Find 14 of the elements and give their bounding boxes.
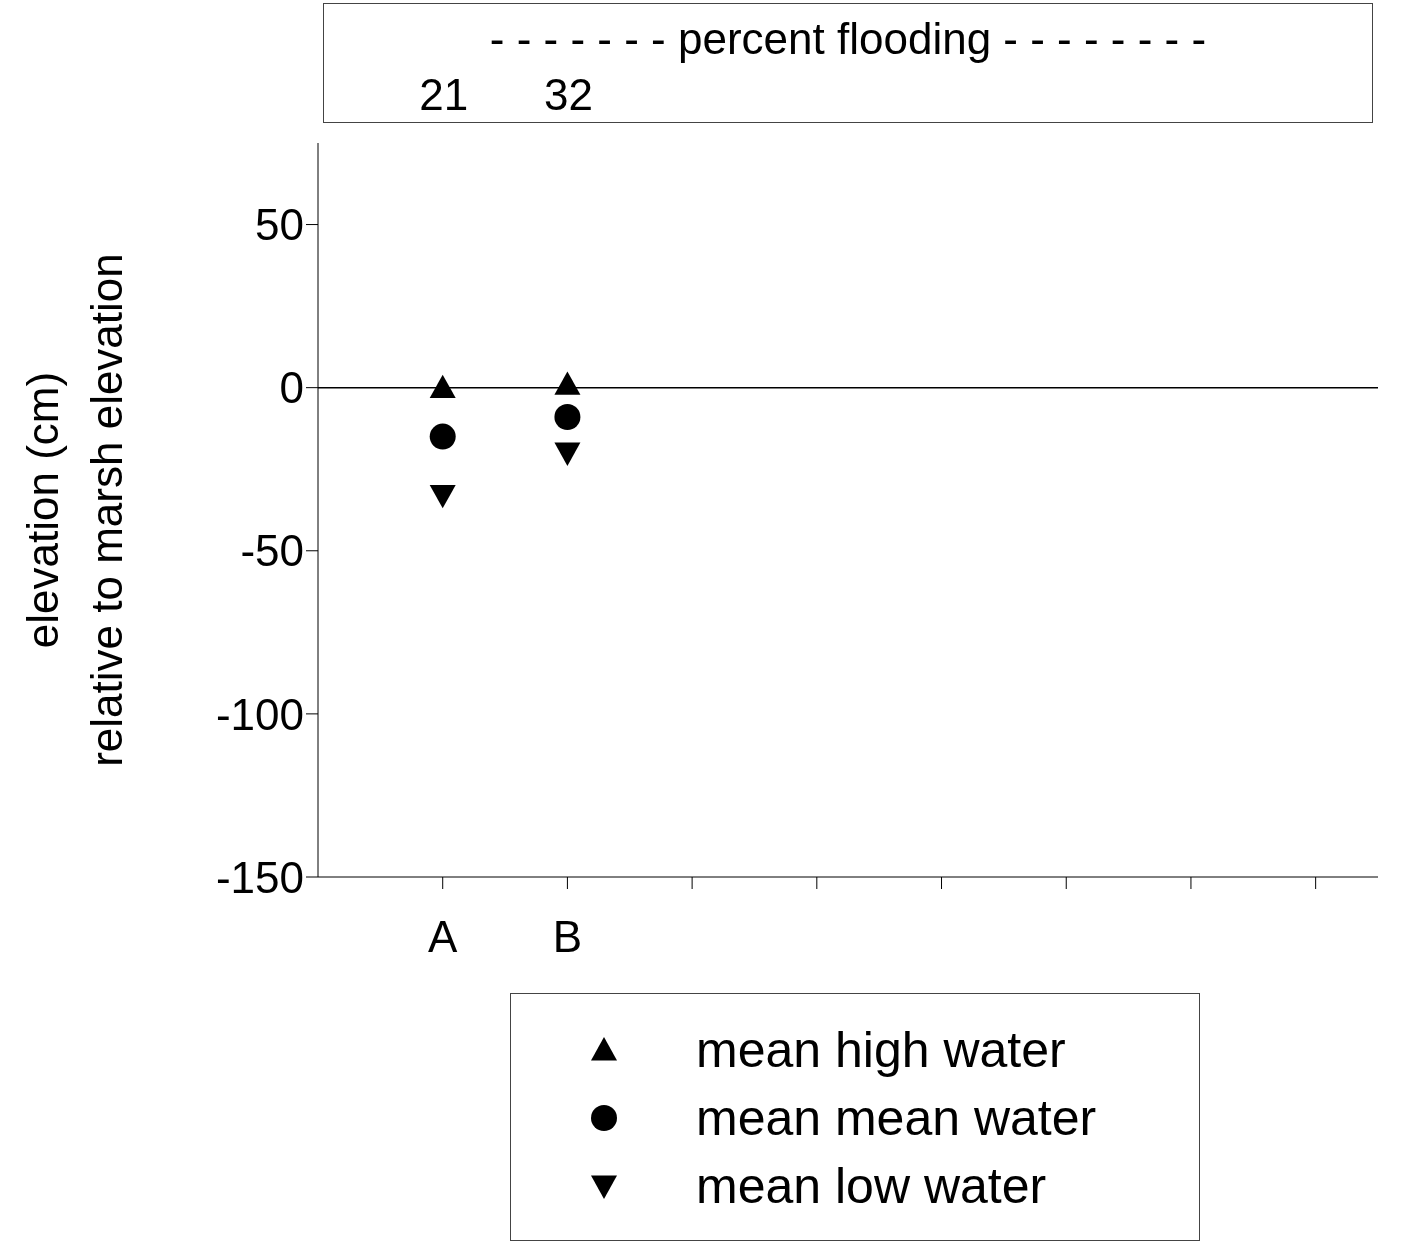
y-tick-label: -50	[240, 526, 304, 576]
legend-label: mean mean water	[696, 1089, 1097, 1147]
y-tick-label: 50	[255, 200, 304, 250]
y-tick-label: 0	[279, 363, 304, 413]
text: - - - - - - - percent flooding - - - - - - - -	[488, 14, 1208, 64]
legend-label: mean low water	[696, 1157, 1047, 1215]
x-tick-label: B	[552, 912, 583, 962]
y-tick-label: -150	[215, 852, 304, 902]
text: 21	[418, 70, 470, 120]
legend-label: mean high water	[696, 1021, 1066, 1079]
x-tick-label: A	[428, 912, 459, 962]
text: 32	[542, 70, 594, 120]
y-tick-label: -100	[215, 689, 304, 739]
y-axis-title: elevation (cm) relative to marsh elevation	[18, 253, 131, 767]
